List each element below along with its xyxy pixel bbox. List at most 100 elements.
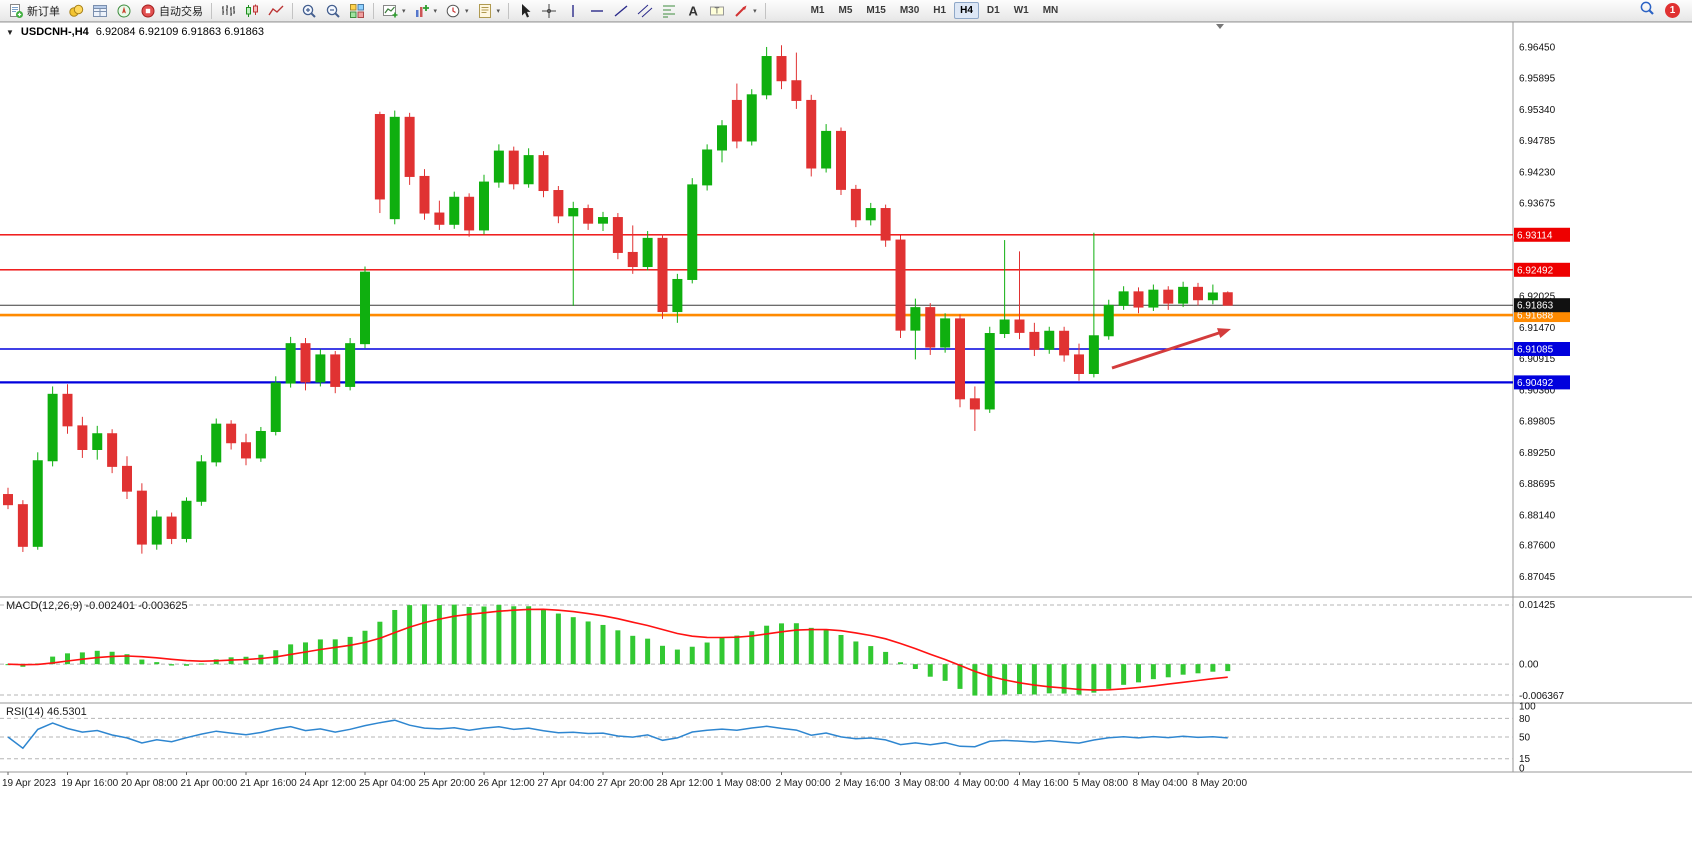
svg-text:0: 0 [1519, 764, 1525, 775]
timeframe-mn[interactable]: MN [1042, 5, 1059, 16]
svg-text:6.94785: 6.94785 [1519, 136, 1556, 147]
zoom-in-button[interactable] [297, 0, 321, 23]
new-chart-button[interactable]: ▾ [378, 0, 410, 23]
horizontal-line-button[interactable] [585, 0, 609, 23]
notification-badge[interactable]: 1 [1665, 3, 1680, 18]
svg-text:27 Apr 20:00: 27 Apr 20:00 [597, 778, 654, 789]
search-button[interactable] [1639, 0, 1655, 21]
indicators-button[interactable]: ▾ [410, 0, 442, 23]
timeframe-m1[interactable]: M1 [810, 5, 825, 16]
svg-text:6.87600: 6.87600 [1519, 541, 1556, 552]
trendline-button[interactable] [609, 0, 633, 23]
svg-text:2 May 16:00: 2 May 16:00 [835, 778, 890, 789]
trend-arrow-object[interactable] [1111, 328, 1231, 370]
timeframe-m15[interactable]: M15 [866, 5, 886, 16]
equidistant-channel-button[interactable] [633, 0, 657, 23]
tile-windows-icon [350, 3, 364, 18]
zoom-out-icon [326, 4, 340, 18]
svg-text:6.95340: 6.95340 [1519, 105, 1556, 116]
navigator-button[interactable] [112, 0, 136, 23]
rsi-line [7, 719, 1228, 750]
bar-chart-mode-button[interactable] [216, 0, 240, 23]
line-chart-icon [268, 5, 284, 15]
text-button[interactable]: A [681, 0, 705, 23]
svg-text:0.01425: 0.01425 [1519, 600, 1556, 611]
cursor-button[interactable] [513, 0, 537, 23]
svg-text:100: 100 [1519, 702, 1536, 713]
chart-ohlc-values: 6.92084 6.92109 6.91863 6.91863 [95, 26, 264, 38]
price-axis: 6.96450 6.95895 6.95340 6.94785 6.94230 6.936… [1519, 42, 1556, 582]
timeframe-h1[interactable]: H1 [933, 5, 947, 16]
svg-text:28 Apr 12:00: 28 Apr 12:00 [657, 778, 714, 789]
svg-text:4 May 00:00: 4 May 00:00 [954, 778, 1009, 789]
periods-button[interactable]: ▾ [441, 0, 473, 23]
macd-indicator-label: MACD(12,26,9) -0.002401 -0.003625 [6, 600, 188, 612]
svg-text:6.90360: 6.90360 [1519, 385, 1556, 396]
crosshair-button[interactable] [537, 0, 561, 23]
svg-text:6.93114: 6.93114 [1517, 230, 1553, 241]
zoom-out-button[interactable] [321, 0, 345, 23]
chevron-down-icon: ▾ [753, 7, 757, 15]
tile-windows-button[interactable] [345, 0, 369, 23]
data-window-button[interactable] [88, 0, 112, 23]
price-axis-badges: 6.93114 6.92492 6.91688 6.91085 6.90492 6.918… [1514, 227, 1570, 390]
template-icon [478, 3, 491, 18]
svg-text:5 May 08:00: 5 May 08:00 [1073, 778, 1128, 789]
svg-text:6.88140: 6.88140 [1519, 510, 1556, 521]
market-watch-button[interactable] [64, 0, 88, 23]
arrow-objects-button[interactable]: ▾ [729, 0, 761, 23]
horizontal-line-objects[interactable] [0, 234, 1513, 384]
svg-text:26 Apr 12:00: 26 Apr 12:00 [478, 778, 535, 789]
svg-text:6.87045: 6.87045 [1519, 572, 1556, 583]
svg-text:8 May 20:00: 8 May 20:00 [1192, 778, 1247, 789]
timeframe-w1[interactable]: W1 [1013, 5, 1029, 16]
search-icon [1640, 1, 1654, 15]
autotrading-button[interactable]: 自动交易 [136, 0, 207, 23]
candlestick-chart-mode-button[interactable] [240, 0, 264, 23]
templates-button[interactable]: ▾ [473, 0, 505, 23]
new-order-button[interactable]: 新订单 [4, 0, 64, 23]
toolbar-separator [292, 2, 293, 19]
svg-text:27 Apr 04:00: 27 Apr 04:00 [538, 778, 595, 789]
fibonacci-button[interactable] [657, 0, 681, 23]
data-window-icon [93, 4, 107, 17]
window-menu-icon[interactable]: ▼ [6, 27, 14, 37]
toolbar-buttons-group: 新订单 自动交易 ▾ ▾ ▾ ▾ A T ▾ [4, 0, 770, 22]
timeframe-m5[interactable]: M5 [838, 5, 853, 16]
fibonacci-icon [663, 5, 676, 17]
bar-chart-icon [222, 4, 235, 16]
svg-text:T: T [715, 6, 720, 15]
zoom-in-icon [302, 4, 316, 18]
chart-shift-marker[interactable] [1216, 24, 1224, 29]
timeframe-d1[interactable]: D1 [986, 5, 1000, 16]
svg-text:6.90915: 6.90915 [1519, 354, 1556, 365]
candlestick-series [3, 45, 1233, 554]
new-chart-icon [383, 4, 398, 17]
chevron-down-icon: ▾ [402, 7, 406, 15]
svg-text:6.96450: 6.96450 [1519, 42, 1556, 53]
svg-text:24 Apr 12:00: 24 Apr 12:00 [300, 778, 357, 789]
svg-text:6.91470: 6.91470 [1519, 323, 1556, 334]
text-label-button[interactable]: T [705, 0, 729, 23]
svg-text:-0.006367: -0.006367 [1519, 691, 1564, 702]
macd-pane: 0.01425 0.00 -0.006367 [0, 600, 1564, 702]
svg-text:6.93675: 6.93675 [1519, 199, 1556, 210]
text-icon: A [689, 3, 699, 18]
svg-text:8 May 04:00: 8 May 04:00 [1133, 778, 1188, 789]
navigator-icon [117, 4, 131, 17]
macd-signal-line [7, 608, 1228, 691]
svg-text:50: 50 [1519, 733, 1531, 744]
toolbar-separator [764, 2, 766, 19]
timeframe-h4[interactable]: H4 [954, 2, 979, 19]
vertical-line-button[interactable] [561, 0, 585, 23]
crosshair-icon [542, 3, 557, 18]
svg-text:1 May 08:00: 1 May 08:00 [716, 778, 771, 789]
timeframe-m30[interactable]: M30 [899, 5, 920, 16]
svg-text:6.92492: 6.92492 [1517, 265, 1554, 276]
svg-text:4 May 16:00: 4 May 16:00 [1014, 778, 1069, 789]
candle-chart-icon [246, 4, 258, 17]
rsi-indicator-label: RSI(14) 46.5301 [6, 706, 87, 718]
line-chart-mode-button[interactable] [264, 0, 288, 23]
chart-symbol-period: USDCNH-,H4 [20, 26, 89, 38]
